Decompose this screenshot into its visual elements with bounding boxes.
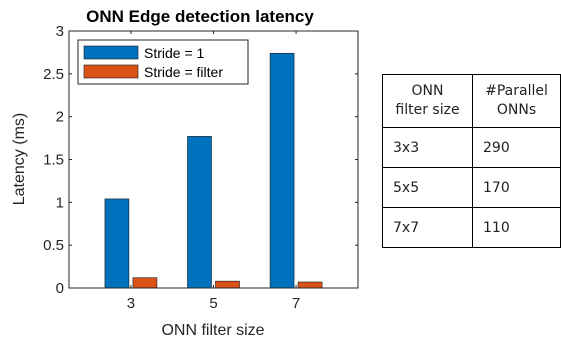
cell-parallel-onns: 170 [472, 167, 561, 208]
header-filter-size-line-1: ONN [411, 83, 444, 99]
bar-stride-1-3 [104, 198, 130, 289]
y-tick-label: 2 [56, 109, 64, 126]
header-filter-size-line-2: filter size [395, 102, 460, 118]
table-row: 5x5 170 [382, 167, 561, 208]
x-tick-label: 5 [209, 295, 217, 312]
y-tick-label: 1.5 [43, 152, 64, 169]
header-filter-size: ONN filter size [382, 74, 473, 128]
legend-swatch-stride-filter [83, 64, 139, 79]
x-tick-label: 3 [127, 295, 135, 312]
table-row: 3x3 290 [382, 127, 561, 168]
cell-parallel-onns: 110 [472, 207, 561, 248]
bar-stride-1-7 [269, 52, 295, 289]
bar-stride-filter-3 [132, 277, 158, 289]
cell-filter-size: 7x7 [382, 207, 473, 248]
table-row: 7x7 110 [382, 207, 561, 248]
cell-parallel-onns: 290 [472, 127, 561, 168]
x-axis: 3 5 7 [127, 31, 300, 312]
y-tick-label: 3 [56, 23, 64, 40]
table-header-row: ONN filter size #Parallel ONNs [382, 74, 561, 128]
bars-group [104, 52, 323, 289]
y-axis-label: Latency (ms) [11, 113, 28, 205]
bar-stride-1-5 [187, 136, 212, 289]
x-tick-label: 7 [292, 295, 300, 312]
x-axis-label: ONN filter size [161, 322, 264, 339]
legend: Stride = 1 Stride = filter [77, 39, 249, 85]
legend-label-stride-1: Stride = 1 [144, 45, 205, 61]
parallel-onns-table: ONN filter size #Parallel ONNs 3x3 290 5… [382, 74, 561, 248]
y-tick-label: 1 [56, 194, 64, 211]
y-tick-label: 0.5 [43, 237, 64, 254]
latency-bar-chart: ONN Edge detection latency 0 0.5 1 1.5 2 2.5 3… [11, 7, 359, 339]
y-tick-label: 2.5 [43, 66, 64, 83]
cell-filter-size: 5x5 [382, 167, 473, 208]
header-parallel-onns: #Parallel ONNs [472, 74, 561, 128]
header-parallel-onns-line-2: ONNs [496, 102, 537, 118]
bar-stride-filter-7 [297, 281, 323, 289]
legend-label-stride-filter: Stride = filter [144, 64, 223, 80]
cell-filter-size: 3x3 [382, 127, 473, 168]
header-parallel-onns-line-1: #Parallel [485, 83, 548, 99]
y-tick-label: 0 [56, 280, 64, 297]
y-axis: 0 0.5 1 1.5 2 2.5 3 [43, 23, 358, 297]
bar-stride-filter-5 [215, 280, 240, 289]
chart-title: ONN Edge detection latency [86, 7, 314, 26]
legend-swatch-stride-1 [83, 45, 139, 60]
